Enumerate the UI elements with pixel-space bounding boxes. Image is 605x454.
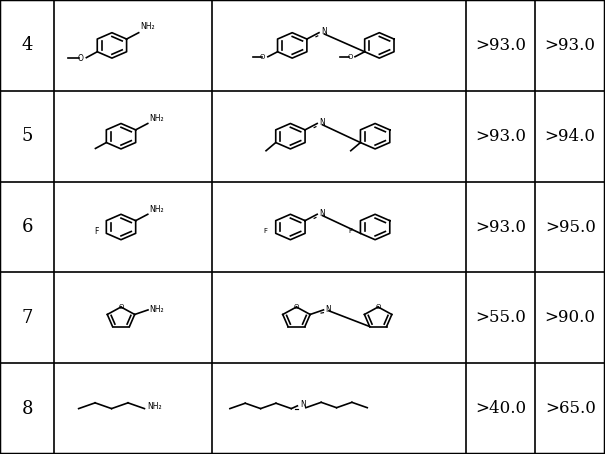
Text: >94.0: >94.0 (544, 128, 596, 145)
Text: N: N (319, 118, 325, 127)
Text: N: N (300, 400, 306, 410)
Text: N: N (319, 209, 325, 218)
Text: O: O (260, 54, 266, 60)
Text: NH₂: NH₂ (149, 114, 163, 123)
Text: O: O (294, 304, 299, 310)
Text: F: F (348, 228, 353, 234)
Text: >93.0: >93.0 (544, 37, 596, 54)
Text: NH₂: NH₂ (148, 402, 162, 411)
Text: O: O (347, 54, 353, 60)
Text: >90.0: >90.0 (544, 309, 596, 326)
Text: 5: 5 (22, 127, 33, 145)
Text: >55.0: >55.0 (475, 309, 526, 326)
Text: >93.0: >93.0 (475, 218, 526, 236)
Text: O: O (376, 304, 381, 310)
Text: O: O (77, 54, 83, 63)
Text: 4: 4 (22, 36, 33, 54)
Text: >93.0: >93.0 (475, 128, 526, 145)
Text: >65.0: >65.0 (544, 400, 596, 417)
Text: NH₂: NH₂ (140, 22, 154, 31)
Text: N: N (325, 305, 331, 314)
Text: >95.0: >95.0 (544, 218, 596, 236)
Text: F: F (264, 228, 268, 234)
Text: >40.0: >40.0 (475, 400, 526, 417)
Text: 8: 8 (21, 400, 33, 418)
Text: NH₂: NH₂ (149, 205, 163, 214)
Text: >93.0: >93.0 (475, 37, 526, 54)
Text: O: O (119, 304, 123, 310)
Text: F: F (94, 227, 99, 236)
Text: 6: 6 (21, 218, 33, 236)
Text: N: N (321, 27, 327, 36)
Text: 7: 7 (22, 309, 33, 327)
Text: NH₂: NH₂ (149, 305, 164, 314)
